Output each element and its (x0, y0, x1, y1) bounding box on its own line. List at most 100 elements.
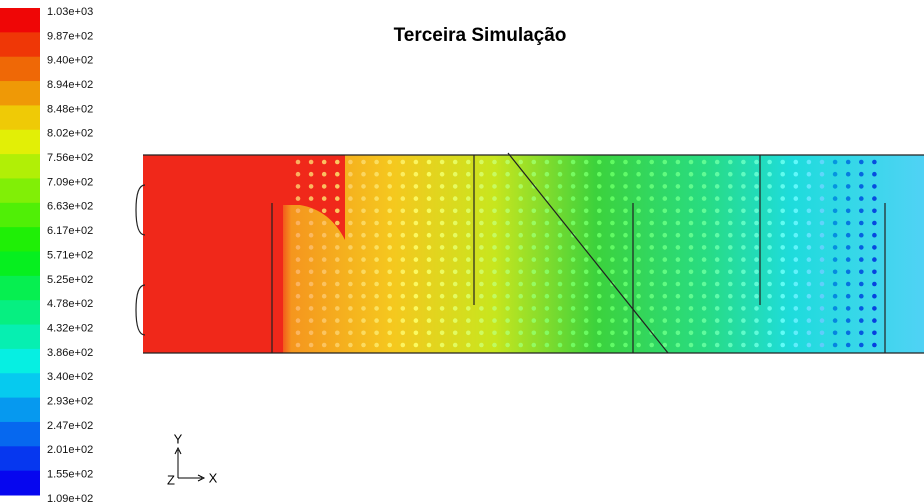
vector-dot (348, 171, 353, 177)
vector-dot (466, 306, 471, 311)
vector-dot (610, 171, 615, 177)
vector-dot (544, 342, 550, 348)
vector-dot (819, 220, 825, 226)
vector-dot (361, 257, 366, 262)
legend-band (0, 421, 40, 447)
vector-dot (662, 196, 668, 201)
vector-dot (688, 342, 694, 348)
vector-dot (492, 293, 497, 299)
vector-dot (413, 281, 419, 287)
vector-dot (479, 342, 484, 348)
vector-dot (741, 293, 746, 299)
vector-dot (754, 159, 759, 165)
vector-dot (557, 330, 563, 336)
vector-dot (361, 208, 366, 214)
vector-dot (649, 306, 654, 311)
vector-dot (295, 342, 301, 348)
vector-dot (649, 171, 654, 177)
vector-dot (701, 269, 707, 275)
vector-dot (714, 281, 720, 287)
vector-dot (688, 171, 694, 177)
vector-dot (793, 196, 799, 201)
vector-dot (295, 159, 301, 165)
vector-dot (859, 245, 864, 250)
vector-dot (636, 208, 641, 214)
vector-dot (361, 232, 366, 238)
vector-dot (544, 330, 550, 336)
vector-dot (505, 232, 510, 238)
vector-dot (466, 208, 471, 214)
vector-dot (295, 281, 301, 287)
vector-dot (675, 184, 681, 189)
vector-dot (688, 281, 694, 287)
vector-dot (845, 159, 851, 165)
vector-dot (793, 257, 799, 262)
vector-dot (505, 184, 510, 189)
vector-dot (518, 269, 523, 275)
vector-dot (544, 171, 550, 177)
vector-dot (321, 318, 327, 323)
vector-dot (295, 196, 301, 201)
legend-band (0, 178, 40, 204)
vector-dot (832, 220, 838, 226)
vector-dot (426, 293, 432, 299)
vector-dot (361, 171, 366, 177)
vector-dot (767, 281, 772, 287)
vector-dot (819, 208, 825, 214)
vector-dot (597, 232, 602, 238)
vector-dot (570, 220, 576, 226)
vector-dot (845, 245, 851, 250)
vector-dot (557, 342, 563, 348)
vector-dot (492, 269, 497, 275)
title: Terceira Simulação (394, 25, 567, 46)
vector-dot (570, 184, 576, 189)
vector-dot (806, 196, 812, 201)
vector-dot (819, 184, 825, 189)
vector-dot (806, 245, 812, 250)
vector-dot (701, 306, 707, 311)
vector-dot (544, 245, 550, 250)
vector-dot (518, 159, 523, 165)
vector-dot (872, 208, 877, 214)
vector-dot (662, 245, 668, 250)
vector-dot (662, 281, 668, 287)
vector-dot (832, 257, 838, 262)
vector-dot (819, 330, 825, 336)
vector-dot (452, 232, 458, 238)
vector-dot (610, 220, 615, 226)
vector-dot (479, 159, 484, 165)
vector-dot (780, 257, 785, 262)
vector-dot (754, 232, 759, 238)
vector-dot (557, 281, 563, 287)
vector-dot (649, 196, 654, 201)
vector-dot (701, 330, 707, 336)
vector-dot (623, 220, 628, 226)
vector-dot (597, 269, 602, 275)
vector-dot (583, 184, 589, 189)
vector-dot (819, 293, 825, 299)
vector-dot (439, 171, 445, 177)
vector-dot (374, 269, 379, 275)
vector-dot (492, 208, 497, 214)
vector-dot (348, 318, 353, 323)
vector-dot (859, 220, 864, 226)
vector-dot (819, 306, 825, 311)
vector-dot (531, 269, 537, 275)
vector-dot (872, 257, 877, 262)
vector-dot (832, 245, 838, 250)
vector-dot (845, 184, 851, 189)
vector-dot (806, 208, 812, 214)
vector-dot (832, 184, 838, 189)
vector-dot (518, 208, 523, 214)
vector-dot (636, 184, 641, 189)
vector-dot (505, 196, 510, 201)
vector-dot (348, 159, 353, 165)
vector-dot (335, 245, 340, 250)
vector-dot (570, 208, 576, 214)
vector-dot (295, 269, 301, 275)
vector-dot (544, 306, 550, 311)
vector-dot (335, 318, 340, 323)
vector-dot (361, 159, 366, 165)
vector-dot (623, 330, 628, 336)
